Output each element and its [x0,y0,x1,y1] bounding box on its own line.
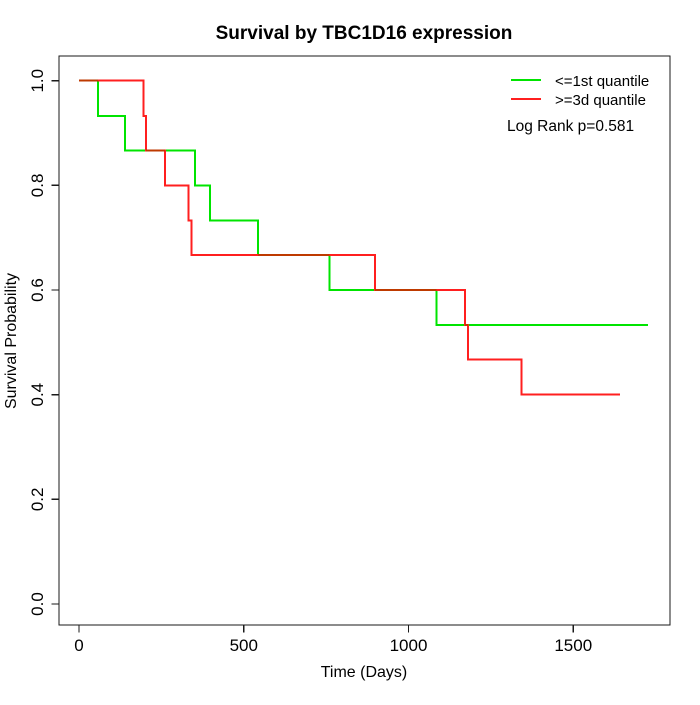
y-tick-label: 0.0 [28,592,47,616]
y-axis: 0.0 0.2 0.4 0.6 0.8 1.0 [28,69,59,616]
legend-label-red: >=3d quantile [555,92,646,109]
x-tick-label: 500 [230,636,258,655]
chart-title: Survival by TBC1D16 expression [216,23,513,44]
log-rank-pvalue: Log Rank p=0.581 [507,118,634,135]
x-tick-label: 1500 [554,636,592,655]
plot-box [58,55,671,626]
y-tick-label: 0.6 [28,278,47,302]
legend-label-green: <=1st quantile [555,73,649,90]
legend: <=1st quantile >=3d quantile Log Rank p=… [507,73,649,135]
x-tick-label: 0 [74,636,83,655]
x-axis-title: Time (Days) [321,664,408,681]
y-axis-title: Survival Probability [3,273,20,409]
survival-curves [79,79,649,396]
y-tick-label: 1.0 [28,69,47,93]
survival-curve-high-expression [79,79,621,396]
x-axis: 0 500 1000 1500 [74,625,592,655]
y-tick-label: 0.8 [28,174,47,198]
y-tick-label: 0.4 [28,383,47,407]
y-tick-label: 0.2 [28,488,47,512]
x-tick-label: 1000 [390,636,428,655]
